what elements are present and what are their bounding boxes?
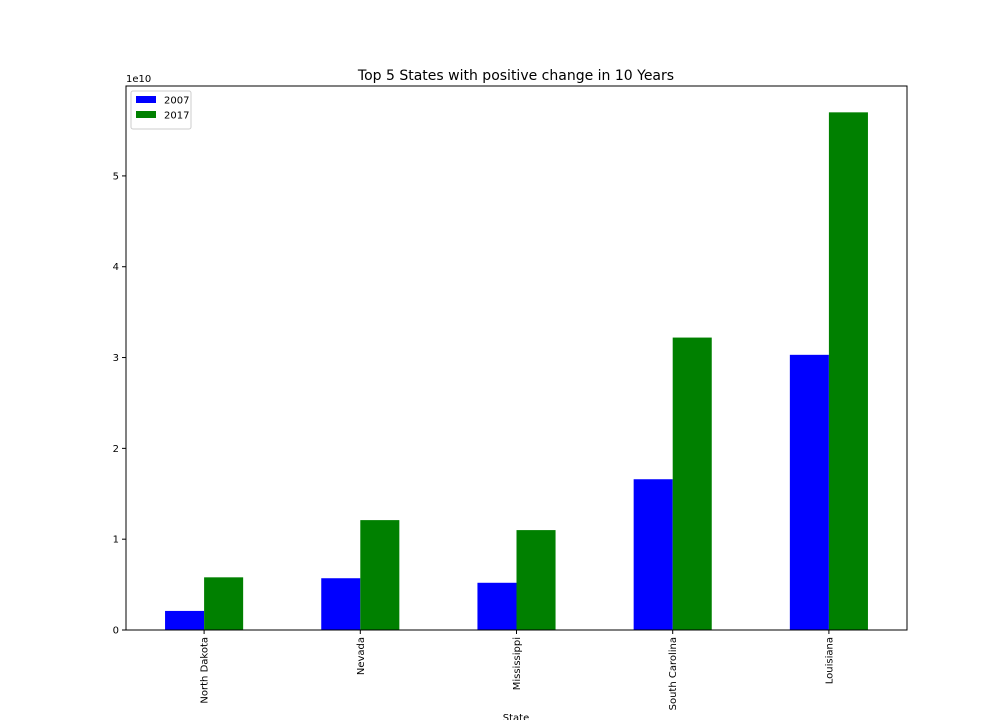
bar — [165, 610, 205, 630]
x-tick-label: Louisiana — [824, 637, 835, 684]
legend-swatch — [136, 111, 156, 118]
legend-label: 2007 — [164, 96, 189, 107]
x-tick-label: Nevada — [356, 637, 367, 675]
y-tick-label: 3 — [113, 353, 119, 364]
bar — [672, 337, 712, 630]
y-tick-label: 1 — [113, 535, 119, 546]
bar — [789, 354, 829, 630]
x-tick-label: South Carolina — [668, 637, 679, 710]
y-tick-label: 5 — [113, 171, 119, 182]
plot-frame — [125, 85, 908, 631]
bar — [204, 577, 244, 630]
legend-swatch — [136, 96, 156, 103]
bar — [516, 530, 556, 630]
x-tick-label: North Dakota — [200, 637, 211, 704]
bar — [633, 479, 673, 630]
bar — [321, 578, 361, 630]
bar — [477, 582, 517, 630]
y-tick-label: 2 — [113, 444, 119, 455]
chart-title: Top 5 States with positive change in 10 … — [357, 68, 674, 84]
y-offset-label: 1e10 — [126, 74, 151, 85]
y-tick-label: 0 — [113, 626, 119, 637]
x-tick-label: Mississippi — [512, 637, 523, 690]
y-tick-label: 4 — [113, 262, 119, 273]
x-axis-label: State — [503, 713, 529, 720]
legend-label: 2017 — [164, 111, 189, 122]
bar — [360, 520, 400, 630]
bar — [828, 112, 868, 631]
